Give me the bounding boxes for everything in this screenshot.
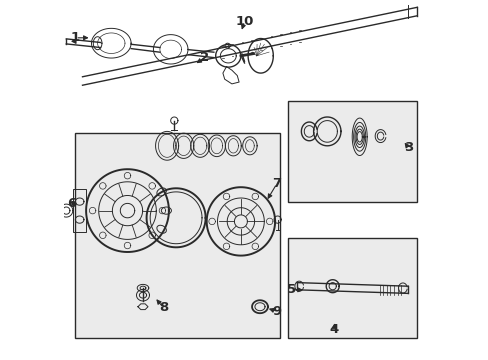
Text: 8: 8: [159, 301, 168, 314]
Bar: [287, 101, 416, 202]
Bar: [287, 238, 416, 338]
Bar: [75, 133, 280, 338]
Text: 5: 5: [286, 283, 295, 296]
Text: 4: 4: [329, 323, 339, 336]
Bar: [73, 189, 86, 232]
Text: 2: 2: [200, 51, 209, 64]
Text: 7: 7: [272, 177, 281, 190]
Text: 9: 9: [272, 305, 281, 318]
Text: 3: 3: [403, 141, 412, 154]
Text: 6: 6: [67, 197, 76, 210]
Text: 10: 10: [235, 15, 253, 28]
Text: 1: 1: [71, 31, 80, 44]
